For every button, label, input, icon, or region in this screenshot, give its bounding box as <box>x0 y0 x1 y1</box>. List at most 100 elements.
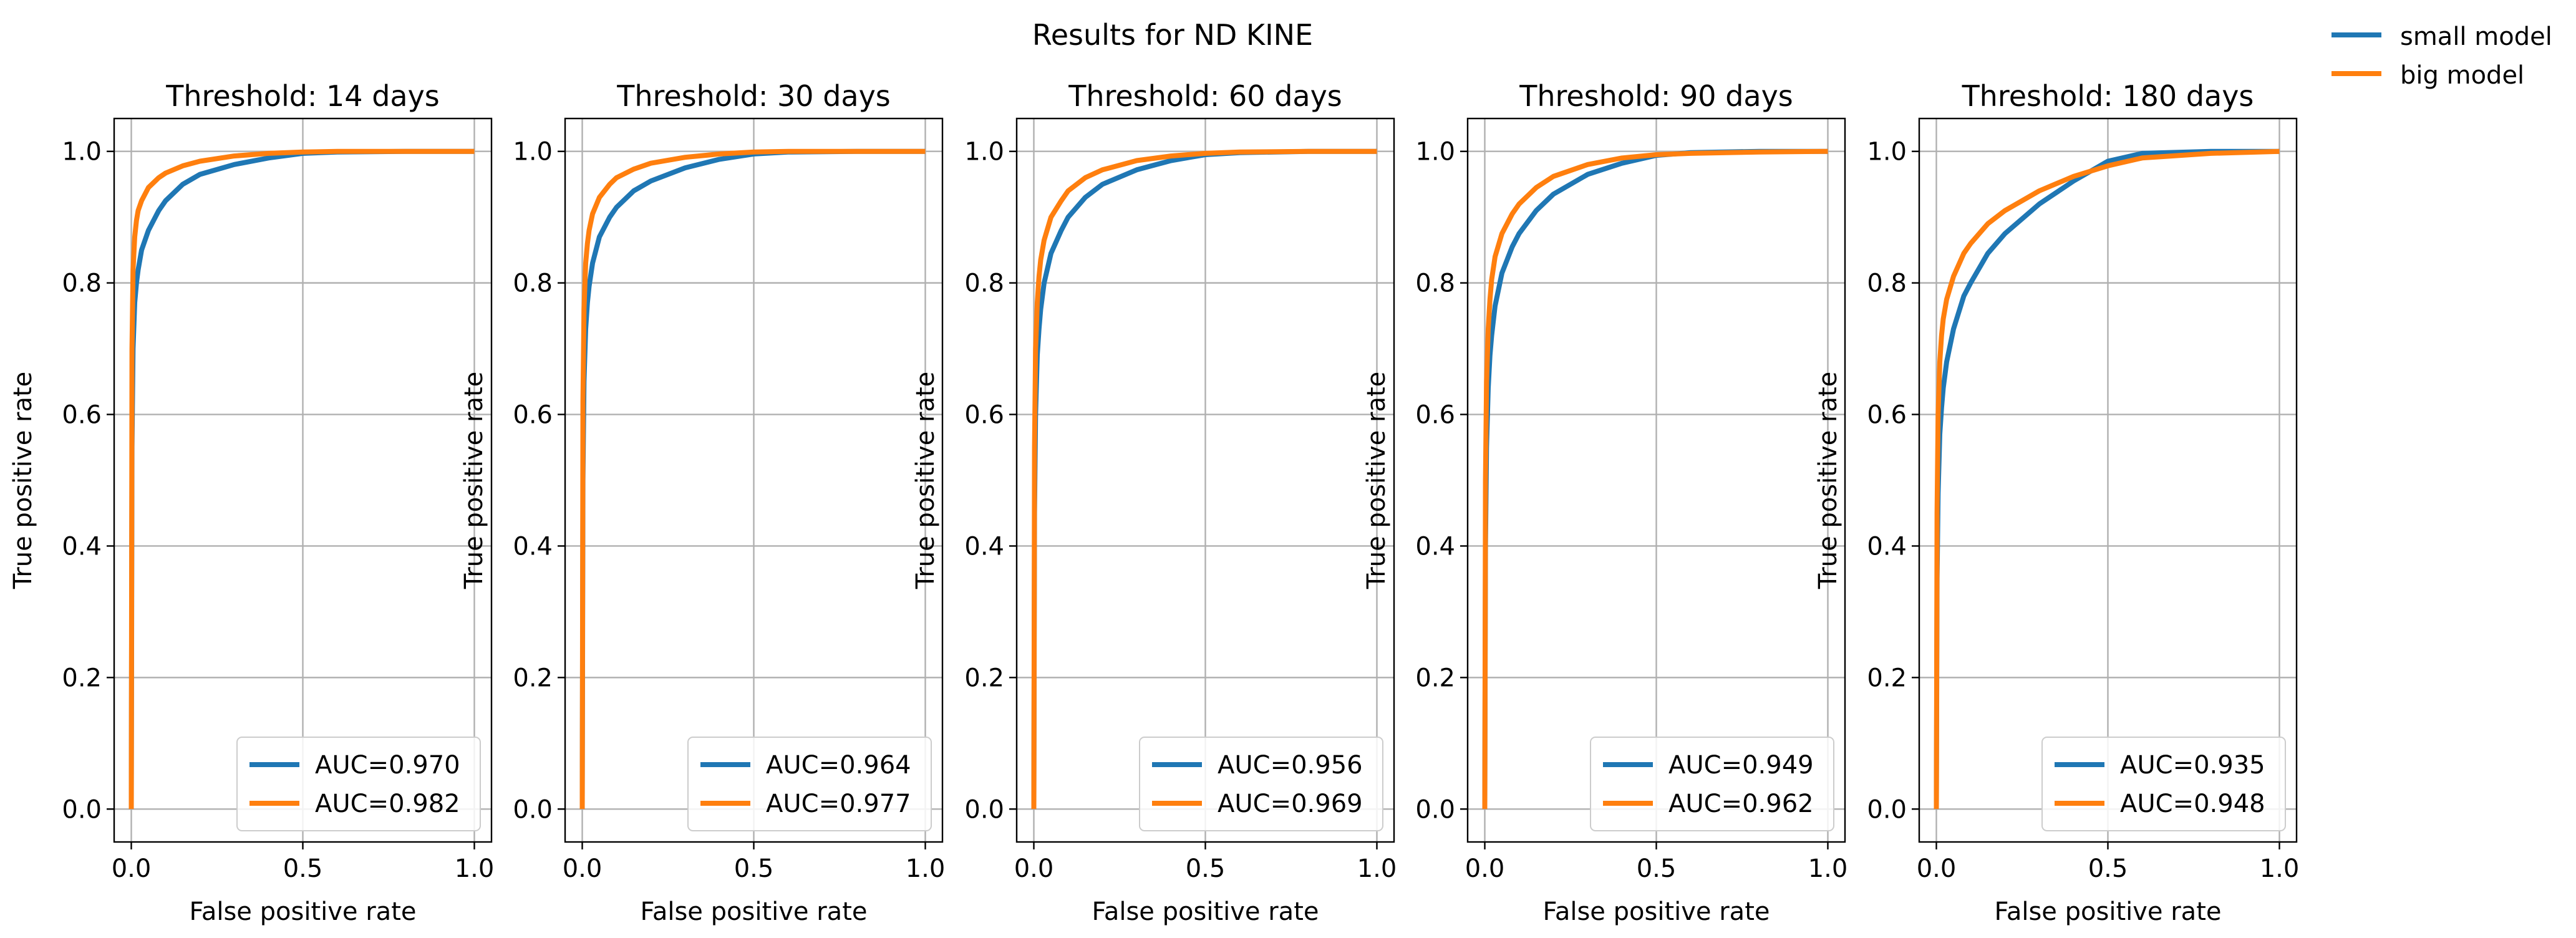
panel-2-line-big-model <box>579 148 926 810</box>
panel-4-legend-label-2: AUC=0.962 <box>1668 790 1814 818</box>
panel-1-legend: AUC=0.970 AUC=0.982 <box>236 737 481 831</box>
panel-4-xtick-label: 0.5 <box>1637 854 1677 883</box>
legend-label-big-model: big model <box>2400 61 2524 90</box>
panel-1-line-big-model <box>128 148 475 810</box>
panel-2-ytick-label: 1.0 <box>513 138 553 167</box>
panel-4: Threshold: 90 days 0.0 0.5 1.0 0.0 0.2 0.4 0.6 0… <box>1362 79 1847 926</box>
panel-3-xtick-label: 0.5 <box>1186 854 1226 883</box>
panel-5-xtick-label: 0.0 <box>1917 854 1957 883</box>
panel-3-xtick-label: 0.0 <box>1014 854 1054 883</box>
panel-1-legend-label-1: AUC=0.970 <box>315 751 460 780</box>
panel-2-ytick-label: 0.4 <box>513 532 553 561</box>
panel-1-ytick-label: 0.2 <box>62 664 102 692</box>
panel-5-axes-frame <box>1918 117 2298 843</box>
panel-2-title: Threshold: 30 days <box>616 79 891 113</box>
panel-3: Threshold: 60 days 0.0 0.5 1.0 0.0 0.2 0.4 0.6 0… <box>911 79 1397 926</box>
panel-4-xtick-label: 1.0 <box>1808 854 1848 883</box>
panel-3-xtick-label: 1.0 <box>1357 854 1397 883</box>
panel-3-ytick-label: 0.2 <box>964 664 1004 692</box>
panel-1-ytick-label: 0.0 <box>62 795 102 824</box>
panel-5-xlabel: False positive rate <box>1995 897 2222 926</box>
panel-3-ytick-label: 0.4 <box>964 532 1004 561</box>
panel-3-ytick-label: 1.0 <box>964 138 1004 167</box>
panel-2-legend-label-1: AUC=0.964 <box>766 751 911 780</box>
figure-legend: small model big model <box>2331 22 2552 90</box>
panel-2-ytick-label: 0.8 <box>513 269 553 298</box>
panel-5-legend: AUC=0.935 AUC=0.948 <box>2041 737 2286 831</box>
panel-1-ytick-label: 0.6 <box>62 401 102 430</box>
panel-5-legend-label-2: AUC=0.948 <box>2120 790 2265 818</box>
panel-4-ytick-label: 1.0 <box>1415 138 1455 167</box>
panel-2-legend-label-2: AUC=0.977 <box>766 790 911 818</box>
panel-3-legend: AUC=0.956 AUC=0.969 <box>1139 737 1383 831</box>
panel-3-ytick-label: 0.0 <box>964 795 1004 824</box>
panel-2: Threshold: 30 days 0.0 0.5 1.0 0.0 0.2 0.4 0.6 0… <box>460 79 945 926</box>
panel-1-xtick-label: 1.0 <box>455 854 495 883</box>
panel-4-legend-label-1: AUC=0.949 <box>1668 751 1814 780</box>
panel-1-xtick-label: 0.5 <box>283 854 323 883</box>
panel-3-xlabel: False positive rate <box>1092 897 1319 926</box>
panel-5-xtick-label: 1.0 <box>2260 854 2300 883</box>
panel-2-xtick-label: 0.5 <box>734 854 774 883</box>
panel-2-xlabel: False positive rate <box>641 897 868 926</box>
panel-1-xlabel: False positive rate <box>190 897 417 926</box>
panel-5-ytick-label: 0.8 <box>1867 269 1907 298</box>
figure-suptitle: Results for ND KINE <box>1032 18 1313 52</box>
panel-4-ytick-label: 0.8 <box>1415 269 1455 298</box>
panel-5-ylabel: True positive rate <box>1814 372 1842 590</box>
panel-4-xlabel: False positive rate <box>1543 897 1770 926</box>
panel-3-title: Threshold: 60 days <box>1068 79 1342 113</box>
panel-5-xtick-label: 0.5 <box>2088 854 2128 883</box>
panel-3-legend-label-2: AUC=0.969 <box>1218 790 1363 818</box>
panel-4-ytick-label: 0.6 <box>1415 401 1455 430</box>
panel-1-ytick-label: 0.4 <box>62 532 102 561</box>
panel-2-legend-box <box>687 737 932 831</box>
panel-2-xtick-label: 1.0 <box>906 854 946 883</box>
panel-5-line-big-model <box>1934 148 2280 810</box>
panel-1: Threshold: 14 days 0.0 0.5 1.0 0.0 0.2 0.4 0.6 0… <box>9 79 494 926</box>
panel-4-title: Threshold: 90 days <box>1519 79 1793 113</box>
panel-5-legend-box <box>2041 737 2286 831</box>
panel-4-legend-box <box>1590 737 1834 831</box>
panel-3-ytick-label: 0.8 <box>964 269 1004 298</box>
panel-1-legend-box <box>236 737 481 831</box>
panel-2-axes-frame <box>564 117 944 843</box>
panel-4-legend: AUC=0.949 AUC=0.962 <box>1590 737 1834 831</box>
panel-3-line-big-model <box>1031 148 1377 810</box>
panel-3-ytick-label: 0.6 <box>964 401 1004 430</box>
panel-1-ytick-label: 0.8 <box>62 269 102 298</box>
panel-5-legend-label-1: AUC=0.935 <box>2120 751 2265 780</box>
panel-5-title: Threshold: 180 days <box>1962 79 2254 113</box>
panel-1-xtick-label: 0.0 <box>112 854 152 883</box>
roc-panels: Threshold: 14 days 0.0 0.5 1.0 0.0 0.2 0.4 0.6 0… <box>9 79 2299 926</box>
panel-2-ytick-label: 0.6 <box>513 401 553 430</box>
panel-5-ytick-label: 0.4 <box>1867 532 1907 561</box>
panel-5: Threshold: 180 days 0.0 0.5 1.0 0.0 0.2 0.4 0.6… <box>1814 79 2299 926</box>
panel-5-ytick-label: 0.0 <box>1867 795 1907 824</box>
panel-2-xtick-label: 0.0 <box>563 854 603 883</box>
panel-5-ytick-label: 1.0 <box>1867 138 1907 167</box>
legend-label-small-model: small model <box>2400 22 2552 51</box>
panel-1-ytick-label: 1.0 <box>62 138 102 167</box>
panel-4-ylabel: True positive rate <box>1362 372 1391 590</box>
panel-5-ytick-label: 0.6 <box>1867 401 1907 430</box>
panel-4-ytick-label: 0.4 <box>1415 532 1455 561</box>
panel-3-axes-frame <box>1015 117 1395 843</box>
panel-2-ytick-label: 0.2 <box>513 664 553 692</box>
panel-4-ytick-label: 0.0 <box>1415 795 1455 824</box>
panel-1-legend-label-2: AUC=0.982 <box>315 790 460 818</box>
panel-5-ytick-label: 0.2 <box>1867 664 1907 692</box>
panel-4-xtick-label: 0.0 <box>1465 854 1505 883</box>
panel-2-ytick-label: 0.0 <box>513 795 553 824</box>
panel-2-ylabel: True positive rate <box>460 372 488 590</box>
panel-3-legend-label-1: AUC=0.956 <box>1218 751 1363 780</box>
panel-1-axes-frame <box>113 117 493 843</box>
panel-1-ylabel: True positive rate <box>9 372 37 590</box>
panel-3-ylabel: True positive rate <box>911 372 940 590</box>
panel-4-ytick-label: 0.2 <box>1415 664 1455 692</box>
panel-1-title: Threshold: 14 days <box>165 79 440 113</box>
panel-4-line-big-model <box>1482 148 1828 810</box>
panel-3-legend-box <box>1139 737 1383 831</box>
panel-4-axes-frame <box>1466 117 1846 843</box>
